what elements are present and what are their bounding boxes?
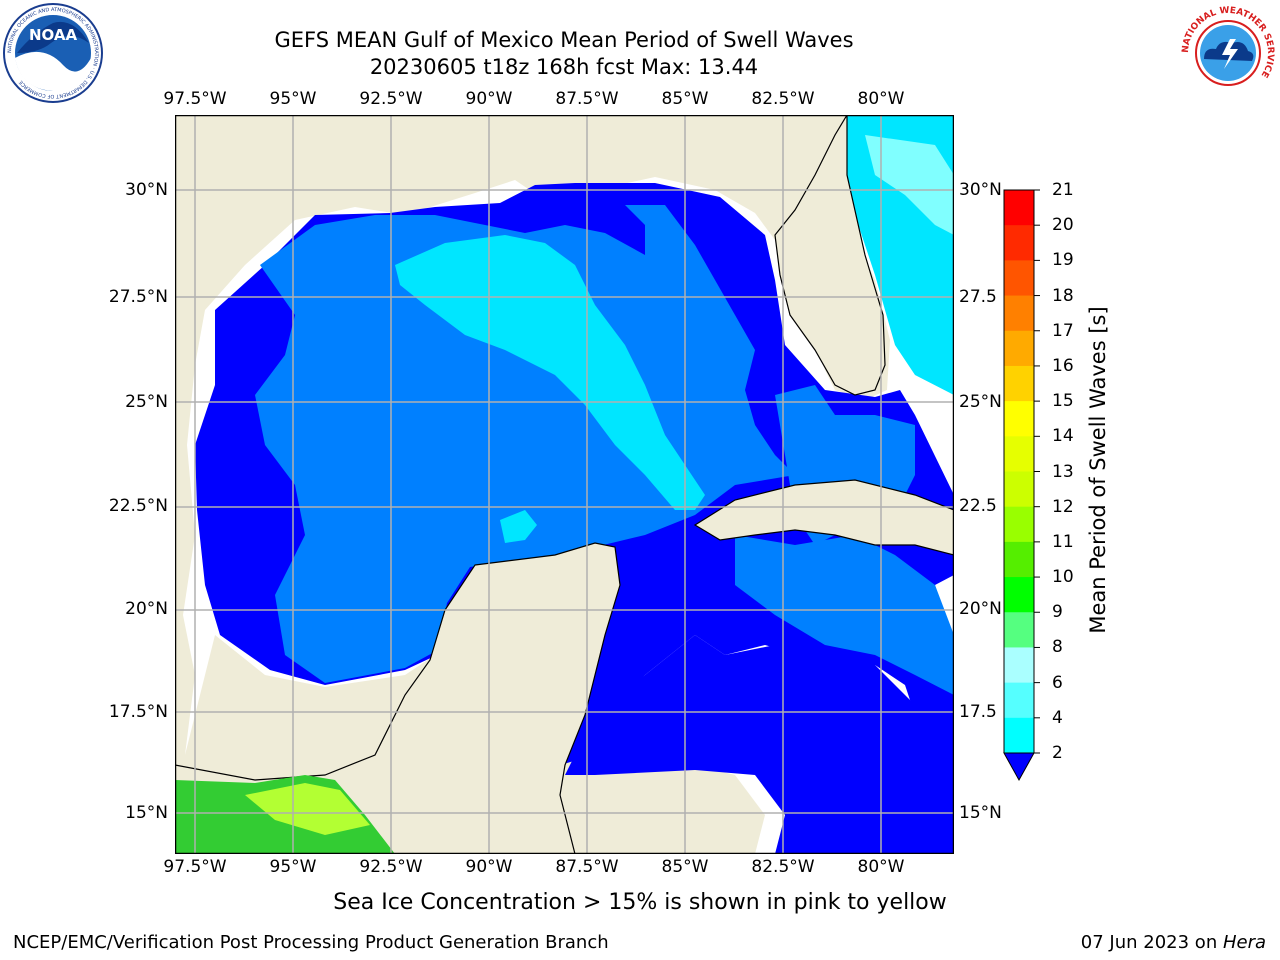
swell-4-6s-caribbean [735,535,954,695]
colorbar-band [1004,295,1034,332]
lon-label-top-8: 80°W [857,89,905,109]
colorbar-tick-label: 19 [1052,250,1074,271]
lat-label-left-5: 20°N [125,599,168,619]
lon-label-top-6: 85°W [661,89,709,109]
lon-label-bottom-6: 85°W [661,857,709,877]
swell-6-8s-band [395,235,705,510]
colorbar-tick-label: 6 [1052,672,1063,693]
colorbar-tick-label: 15 [1052,391,1074,412]
footer-date: 07 Jun 2023 on [1080,932,1223,953]
lat-label-right-2: 27.5 [959,287,997,307]
florida [774,115,886,396]
footer-host: Hera [1222,932,1266,953]
lon-label-top-4: 90°W [465,89,513,109]
lat-label-left-7: 15°N [125,803,168,823]
colorbar-band [1004,401,1034,437]
nws-logo: NATIONAL WEATHER SERVICE [1179,4,1277,102]
colorbar-band [1004,471,1034,508]
map-frame [175,115,954,854]
lat-label-right-4: 22.5 [959,496,997,516]
lon-label-bottom-8: 80°W [857,857,905,877]
pacific-swell-lime [245,783,370,835]
lat-label-left-2: 27.5°N [108,287,168,307]
colorbar-extend-triangle [1003,752,1035,782]
lon-label-top-7: 82.5°W [751,89,815,109]
lon-label-top-2: 95°W [269,89,317,109]
colorbar-tick-label: 17 [1052,320,1074,341]
lon-label-top-1: 97.5°W [163,89,227,109]
swell-2-4s-caribbean [565,635,954,854]
noaa-logo: NOAA NATIONAL OCEANIC AND ATMOSPHERIC AD… [3,3,103,103]
colorbar-tick-label: 13 [1052,461,1074,482]
colorbar-tick-label: 2 [1052,743,1063,763]
lat-label-left-6: 17.5°N [108,702,168,722]
lon-label-bottom-2: 95°W [269,857,317,877]
noaa-logo-text: NOAA [29,26,78,44]
swell-8-9s-atlantic [865,135,954,235]
lon-label-bottom-4: 90°W [465,857,513,877]
colorbar-band [1004,225,1034,261]
swell-6-8s-blob [500,510,537,543]
colorbar-band [1004,717,1034,754]
lon-label-top-3: 92.5°W [359,89,423,109]
colorbar-tick-label: 20 [1052,215,1074,236]
lat-label-left-1: 30°N [125,180,168,200]
colorbar-tick-label: 14 [1052,426,1074,447]
lat-label-left-4: 22.5°N [108,496,168,516]
colorbar-tick-label: 12 [1052,496,1074,517]
lat-label-right-3: 25°N [959,392,1002,412]
colorbar-band [1004,541,1034,578]
colorbar-label: Mean Period of Swell Waves [s] [1086,306,1110,634]
colorbar-band [1004,506,1034,543]
lon-label-bottom-3: 92.5°W [359,857,423,877]
lat-label-right-1: 30°N [959,180,1002,200]
lat-label-right-7: 15°N [959,803,1002,823]
lat-label-left-3: 25°N [125,392,168,412]
lat-label-right-6: 17.5 [959,702,997,722]
colorbar-band [1004,365,1034,402]
colorbar-tick-label: 9 [1052,602,1063,623]
cuba [693,479,954,556]
colorbar-tick-label: 21 [1052,180,1074,200]
colorbar-band [1004,330,1034,367]
colorbar-tick-label: 16 [1052,355,1074,376]
chart-title: GEFS MEAN Gulf of Mexico Mean Period of … [274,28,854,52]
colorbar-band [1004,647,1034,684]
lat-label-right-5: 20°N [959,599,1002,619]
colorbar-tick-label: 18 [1052,285,1074,306]
yucatan-peninsula [175,542,621,854]
colorbar-band [1004,436,1034,472]
colorbar [1003,189,1040,782]
chart-subtitle: 20230605 t18z 168h fcst Max: 13.44 [369,55,759,79]
colorbar-band [1004,682,1034,719]
colorbar-tick-label: 8 [1052,637,1063,658]
colorbar-band [1004,260,1034,297]
lon-label-bottom-7: 82.5°W [751,857,815,877]
colorbar-tick-label: 4 [1052,707,1063,728]
colorbar-band [1004,612,1034,648]
swell-4-6s-region [255,205,795,683]
lon-label-bottom-1: 97.5°W [163,857,227,877]
gulf-of-mexico-map [175,115,954,854]
sea-ice-note: Sea Ice Concentration > 15% is shown in … [333,890,947,915]
colorbar-band [1004,190,1034,226]
colorbar-tick-label: 11 [1052,531,1074,552]
footer-date-host: 07 Jun 2023 on Hera [1081,932,1266,953]
lon-label-bottom-5: 87.5°W [555,857,619,877]
footer-credit: NCEP/EMC/Verification Post Processing Pr… [13,932,609,953]
colorbar-band [1004,577,1034,613]
colorbar-tick-label: 10 [1052,567,1074,588]
map-gridlines [175,115,954,854]
lon-label-top-5: 87.5°W [555,89,619,109]
